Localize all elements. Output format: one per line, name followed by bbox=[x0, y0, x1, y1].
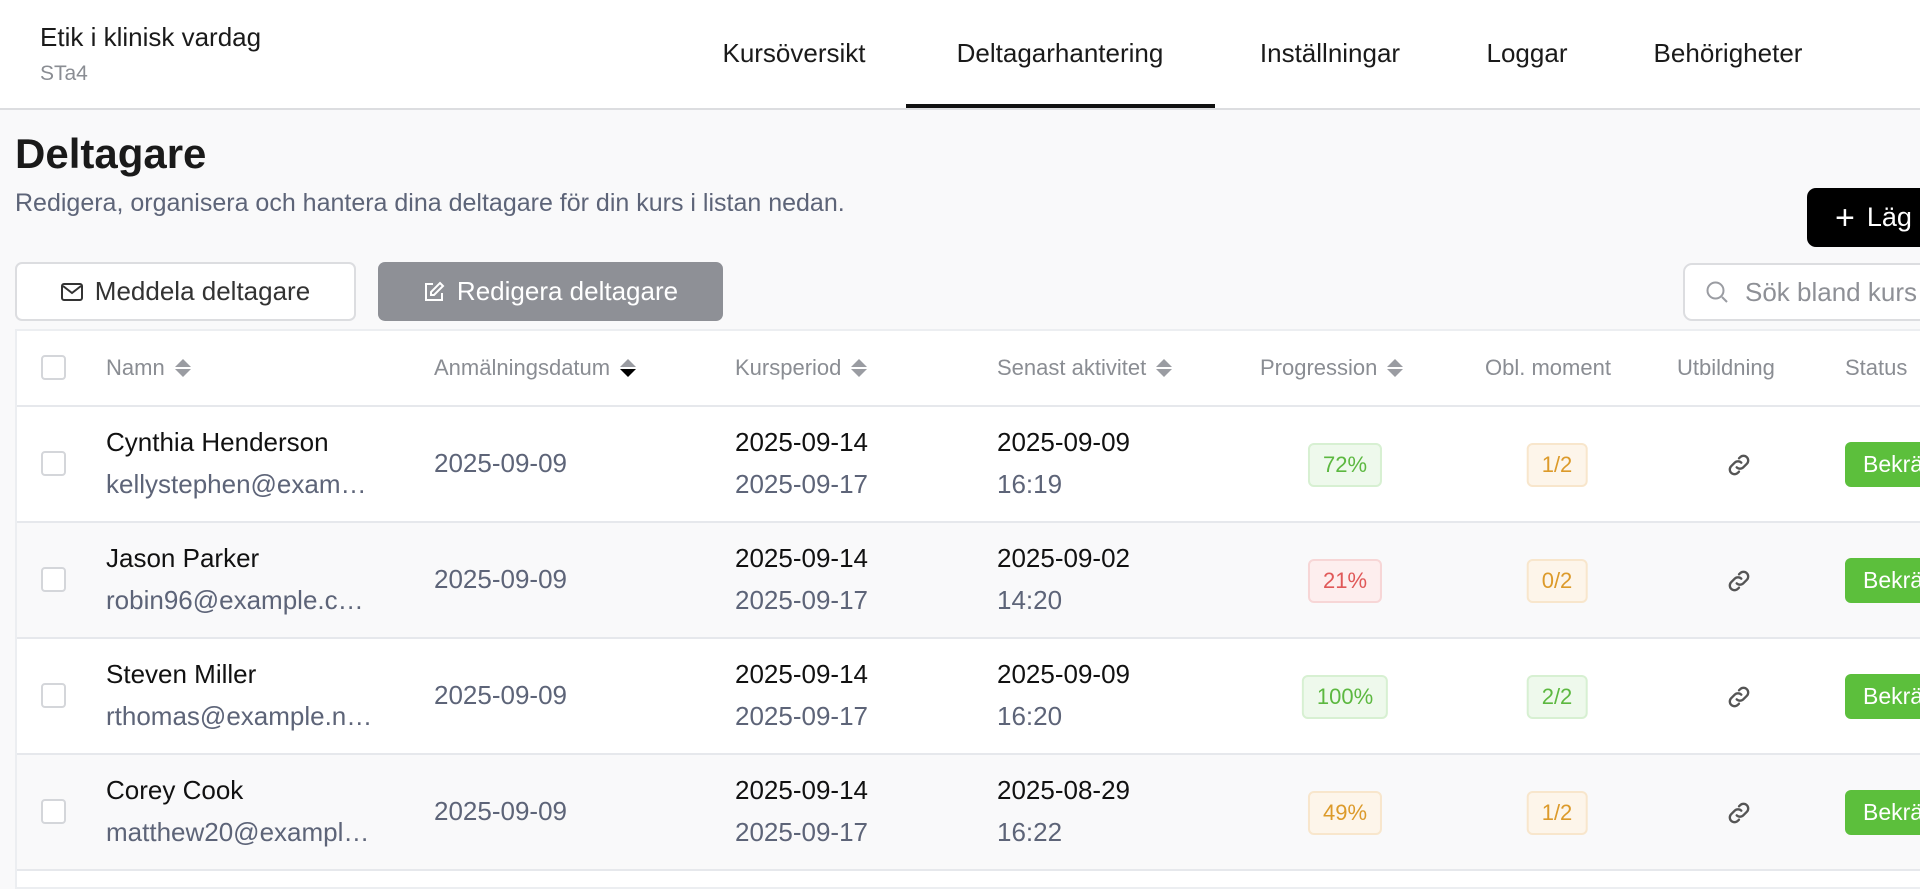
last-activity-time: 16:20 bbox=[997, 701, 1063, 731]
column-header-obl-moment: Obl. moment bbox=[1485, 355, 1611, 380]
column-header-utbildning: Utbildning bbox=[1677, 355, 1775, 380]
link-icon[interactable] bbox=[1725, 567, 1753, 595]
edit-participants-button[interactable]: Redigera deltagare bbox=[378, 262, 723, 321]
table-row[interactable]: Jason Parker robin96@example.c… 2025-09-… bbox=[17, 523, 1920, 639]
column-header-progression[interactable]: Progression bbox=[1260, 355, 1404, 381]
participant-email: rthomas@example.n… bbox=[106, 701, 373, 731]
mandatory-badge: 1/2 bbox=[1526, 443, 1588, 487]
course-title: Etik i klinisk vardag bbox=[40, 22, 262, 52]
active-tab-indicator bbox=[906, 104, 1215, 108]
table-row[interactable]: Steven Miller rthomas@example.n… 2025-09… bbox=[17, 639, 1920, 755]
link-icon[interactable] bbox=[1725, 683, 1753, 711]
row-checkbox[interactable] bbox=[41, 451, 66, 476]
top-header: Etik i klinisk vardag STa4 Kursöversikt … bbox=[0, 0, 1920, 110]
row-checkbox[interactable] bbox=[41, 683, 66, 708]
search-input[interactable]: Sök bland kurs bbox=[1683, 263, 1920, 321]
sort-desc-icon bbox=[620, 359, 637, 377]
status-badge[interactable]: Bekrä bbox=[1845, 674, 1920, 719]
select-all-checkbox[interactable] bbox=[41, 355, 66, 380]
message-button-label: Meddela deltagare bbox=[94, 276, 311, 306]
row-checkbox[interactable] bbox=[41, 799, 66, 824]
participant-name: Steven Miller bbox=[106, 659, 257, 689]
status-badge[interactable]: Bekrä bbox=[1845, 442, 1920, 487]
sort-icon bbox=[1156, 359, 1173, 377]
sort-icon bbox=[174, 359, 191, 377]
page-subtitle: Redigera, organisera och hantera dina de… bbox=[15, 189, 845, 217]
period-end: 2025-09-17 bbox=[735, 585, 868, 615]
add-button-label: Läg bbox=[1866, 202, 1912, 232]
participant-email: robin96@example.c… bbox=[106, 585, 364, 615]
period-end: 2025-09-17 bbox=[735, 817, 868, 847]
mandatory-badge: 0/2 bbox=[1526, 559, 1588, 603]
page-title: Deltagare bbox=[15, 130, 207, 177]
edit-button-label: Redigera deltagare bbox=[456, 276, 679, 306]
mandatory-badge: 1/2 bbox=[1526, 791, 1588, 835]
registration-date: 2025-09-09 bbox=[434, 680, 567, 710]
period-start: 2025-09-14 bbox=[735, 427, 868, 457]
table-row[interactable]: Corey Cook matthew20@exampl… 2025-09-09 … bbox=[17, 755, 1920, 871]
period-start: 2025-09-14 bbox=[735, 543, 868, 573]
status-badge[interactable]: Bekrä bbox=[1845, 558, 1920, 603]
course-code: STa4 bbox=[40, 62, 88, 85]
participant-email: kellystephen@exam… bbox=[106, 469, 367, 499]
add-participant-button[interactable]: + Läg bbox=[1807, 188, 1920, 247]
column-header-kursperiod[interactable]: Kursperiod bbox=[735, 355, 868, 381]
participant-name: Corey Cook bbox=[106, 775, 244, 805]
progress-badge: 49% bbox=[1307, 791, 1383, 835]
status-badge[interactable]: Bekrä bbox=[1845, 790, 1920, 835]
plus-icon: + bbox=[1835, 198, 1855, 237]
last-activity-date: 2025-09-02 bbox=[997, 543, 1130, 573]
column-header-senast-aktivitet[interactable]: Senast aktivitet bbox=[997, 355, 1173, 381]
period-start: 2025-09-14 bbox=[735, 775, 868, 805]
row-checkbox[interactable] bbox=[41, 567, 66, 592]
period-end: 2025-09-17 bbox=[735, 469, 868, 499]
column-header-anmalningsdatum[interactable]: Anmälningsdatum bbox=[434, 355, 637, 381]
link-icon[interactable] bbox=[1725, 451, 1753, 479]
last-activity-time: 16:19 bbox=[997, 469, 1063, 499]
search-icon bbox=[1706, 281, 1728, 303]
tab-loggar[interactable]: Loggar bbox=[1486, 38, 1568, 68]
progress-badge: 72% bbox=[1307, 443, 1383, 487]
participant-name: Jason Parker bbox=[106, 543, 260, 573]
participant-email: matthew20@exampl… bbox=[106, 817, 370, 847]
column-header-status: Status bbox=[1845, 355, 1908, 380]
registration-date: 2025-09-09 bbox=[434, 448, 567, 478]
mandatory-badge: 2/2 bbox=[1526, 675, 1588, 719]
link-icon[interactable] bbox=[1725, 799, 1753, 827]
participant-name: Cynthia Henderson bbox=[106, 427, 329, 457]
period-end: 2025-09-17 bbox=[735, 701, 868, 731]
progress-badge: 100% bbox=[1301, 675, 1389, 719]
tab-deltagarhantering[interactable]: Deltagarhantering bbox=[956, 38, 1164, 68]
edit-icon bbox=[424, 281, 445, 301]
tab-kursoversikt[interactable]: Kursöversikt bbox=[722, 38, 866, 68]
sort-icon bbox=[1387, 359, 1404, 377]
last-activity-time: 14:20 bbox=[997, 585, 1063, 615]
search-placeholder: Sök bland kurs bbox=[1745, 276, 1917, 307]
period-start: 2025-09-14 bbox=[735, 659, 868, 689]
last-activity-time: 16:22 bbox=[997, 817, 1063, 847]
last-activity-date: 2025-09-09 bbox=[997, 427, 1130, 457]
last-activity-date: 2025-09-09 bbox=[997, 659, 1130, 689]
last-activity-date: 2025-08-29 bbox=[997, 775, 1130, 805]
registration-date: 2025-09-09 bbox=[434, 564, 567, 594]
table-row[interactable]: Cynthia Henderson kellystephen@exam… 202… bbox=[17, 407, 1920, 523]
progress-badge: 21% bbox=[1307, 559, 1383, 603]
table-header: Namn Anmälningsdatum Kursperiod Senast a… bbox=[17, 331, 1920, 407]
tab-installningar[interactable]: Inställningar bbox=[1259, 38, 1401, 68]
column-header-namn[interactable]: Namn bbox=[106, 355, 191, 381]
participants-table: Namn Anmälningsdatum Kursperiod Senast a… bbox=[15, 329, 1920, 889]
registration-date: 2025-09-09 bbox=[434, 796, 567, 826]
tab-behorigheter[interactable]: Behörigheter bbox=[1653, 38, 1803, 68]
mail-icon bbox=[60, 282, 83, 301]
sort-icon bbox=[851, 359, 868, 377]
message-participants-button[interactable]: Meddela deltagare bbox=[15, 262, 356, 321]
